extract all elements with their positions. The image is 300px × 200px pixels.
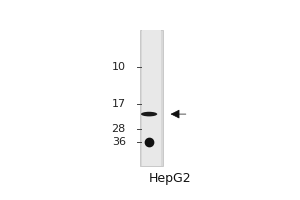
- Bar: [140, 30, 163, 166]
- Text: HepG2: HepG2: [149, 172, 191, 185]
- Text: 17: 17: [112, 99, 126, 109]
- Text: 36: 36: [112, 137, 126, 147]
- Bar: [142, 30, 161, 166]
- Ellipse shape: [141, 112, 157, 116]
- Text: 28: 28: [112, 124, 126, 134]
- Text: 10: 10: [112, 62, 126, 72]
